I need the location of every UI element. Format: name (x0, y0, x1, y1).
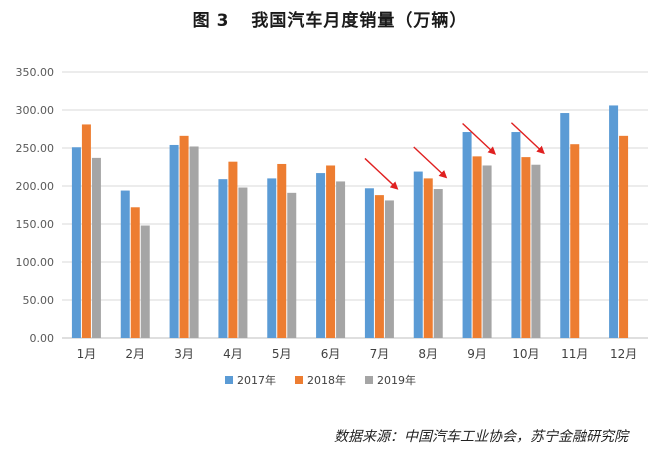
x-tick-label: 7月 (370, 347, 390, 361)
bar-2018年-8月 (423, 178, 433, 338)
bar-2017年-1月 (71, 147, 81, 338)
annotation-arrow (510, 122, 545, 155)
x-tick-label: 10月 (512, 347, 539, 361)
legend-label: 2019年 (377, 373, 416, 387)
y-tick-label: 50.00 (23, 294, 55, 307)
x-tick-label: 8月 (418, 347, 438, 361)
annotation-arrow (364, 157, 399, 190)
x-tick-label: 2月 (125, 347, 145, 361)
figure-number: 3 (216, 11, 230, 31)
y-tick-label: 350.00 (16, 66, 55, 79)
bar-2018年-9月 (472, 156, 482, 338)
legend-swatch (365, 376, 373, 384)
bar-2018年-10月 (521, 157, 531, 338)
bar-2019年-5月 (287, 192, 297, 338)
figure-title: 我国汽车月度销量（万辆） (251, 11, 468, 31)
x-tick-label: 5月 (272, 347, 292, 361)
bar-2019年-10月 (531, 164, 541, 338)
y-tick-label: 300.00 (16, 104, 55, 117)
bar-2019年-2月 (140, 225, 150, 338)
bar-2018年-5月 (277, 163, 287, 338)
x-tick-label: 6月 (321, 347, 341, 361)
bar-2018年-4月 (228, 161, 238, 338)
bar-2017年-10月 (511, 132, 521, 338)
legend-label: 2018年 (307, 373, 346, 387)
bar-2018年-1月 (81, 124, 91, 338)
figure-label: 图 (192, 11, 211, 31)
annotation-arrow (413, 146, 448, 179)
bar-2017年-9月 (462, 132, 472, 338)
bar-2017年-2月 (120, 190, 130, 338)
bar-2019年-1月 (91, 157, 101, 338)
bar-2019年-7月 (384, 200, 394, 338)
y-tick-label: 250.00 (16, 142, 55, 155)
bar-2017年-6月 (316, 173, 326, 338)
bar-2017年-3月 (169, 144, 179, 338)
bar-2019年-9月 (482, 165, 492, 338)
bar-2017年-5月 (267, 178, 277, 338)
bar-2018年-6月 (326, 165, 336, 338)
y-tick-label: 0.00 (30, 332, 55, 345)
y-tick-label: 100.00 (16, 256, 55, 269)
x-tick-label: 9月 (467, 347, 487, 361)
bar-2017年-8月 (413, 171, 423, 338)
y-tick-label: 150.00 (16, 218, 55, 231)
bar-2018年-3月 (179, 135, 189, 338)
bar-2017年-7月 (364, 188, 374, 338)
bar-2018年-12月 (619, 135, 629, 338)
legend-label: 2017年 (237, 373, 276, 387)
x-tick-label: 11月 (561, 347, 588, 361)
bar-2018年-2月 (130, 207, 140, 338)
y-tick-label: 200.00 (16, 180, 55, 193)
legend-swatch (295, 376, 303, 384)
bar-2018年-11月 (570, 144, 580, 338)
bar-2019年-4月 (238, 187, 248, 338)
bar-2017年-4月 (218, 179, 228, 338)
x-tick-label: 3月 (174, 347, 194, 361)
bar-2019年-8月 (433, 189, 443, 338)
bar-2019年-3月 (189, 146, 199, 338)
chart-title: 图 3 我国汽车月度销量（万辆） (0, 6, 660, 31)
bar-2019年-6月 (336, 181, 346, 338)
bar-2017年-11月 (560, 113, 570, 338)
bar-2018年-7月 (374, 195, 384, 338)
x-tick-label: 1月 (77, 347, 97, 361)
annotation-arrow (462, 122, 497, 155)
legend-swatch (225, 376, 233, 384)
source-note: 数据来源：中国汽车工业协会，苏宁金融研究院 (334, 429, 628, 445)
bar-2017年-12月 (609, 105, 619, 338)
x-tick-label: 4月 (223, 347, 243, 361)
x-tick-label: 12月 (610, 347, 637, 361)
